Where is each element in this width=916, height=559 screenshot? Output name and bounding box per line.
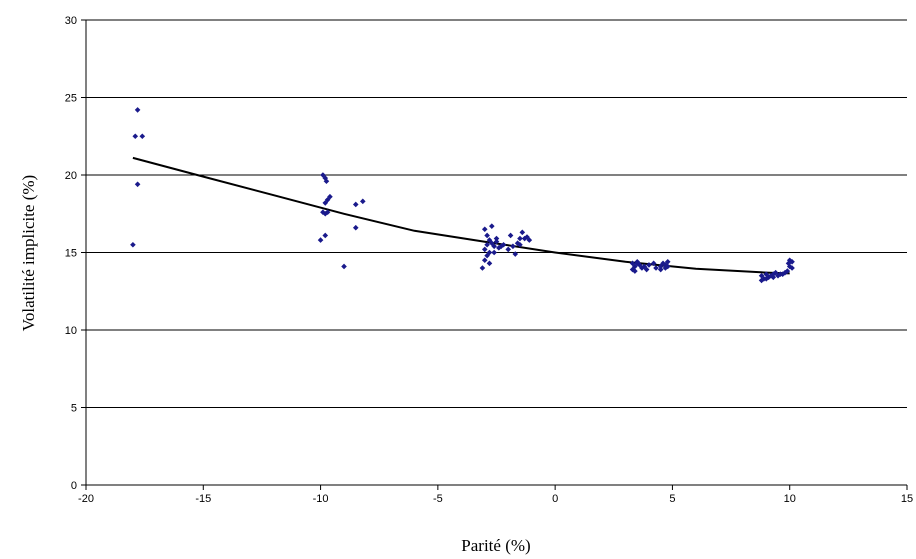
gridlines [86, 19, 907, 408]
data-point [322, 232, 329, 239]
data-point [479, 265, 486, 271]
x-tick-label: -10 [313, 493, 329, 505]
data-point [521, 235, 528, 242]
x-tick-labels: -20 -15 -10 -5 0 5 10 15 [78, 493, 913, 505]
y-tick-label: 30 [65, 15, 77, 27]
data-point [323, 178, 330, 184]
data-point [484, 252, 490, 259]
data-point [493, 238, 500, 245]
data-point [784, 268, 791, 274]
data-point [481, 226, 488, 233]
data-point [486, 260, 493, 267]
data-point [484, 232, 490, 239]
data-point [493, 235, 500, 242]
y-tick-labels: 0 5 10 15 20 25 30 [65, 15, 77, 492]
x-tick-label: 0 [552, 493, 558, 505]
x-tick-label: 15 [901, 493, 913, 505]
data-point [322, 175, 329, 181]
data-point [775, 272, 781, 279]
x-tick-label: -15 [195, 493, 211, 505]
data-point [758, 277, 765, 284]
data-point [779, 271, 786, 277]
data-points [130, 107, 795, 284]
axes [81, 19, 908, 490]
data-point [130, 241, 136, 248]
data-point [664, 263, 671, 270]
data-point [352, 224, 359, 231]
data-point [519, 229, 526, 236]
data-point [496, 245, 502, 251]
data-point [785, 260, 792, 267]
data-point [134, 181, 141, 188]
data-point [139, 133, 146, 140]
data-point [653, 265, 659, 271]
data-point [505, 246, 512, 253]
data-point [632, 268, 638, 274]
data-point [489, 223, 495, 229]
y-tick-label: 25 [65, 93, 77, 105]
data-point [481, 246, 488, 253]
x-tick-label: -5 [433, 493, 443, 505]
data-point [657, 266, 664, 273]
data-point [132, 133, 139, 140]
data-point [134, 107, 141, 113]
data-point [481, 257, 488, 264]
data-point [484, 241, 490, 248]
data-point [763, 276, 770, 282]
data-point [770, 274, 777, 281]
x-axis-title: Parité (%) [461, 536, 530, 555]
data-point [324, 197, 331, 203]
data-point [322, 200, 329, 206]
x-tick-label: 5 [669, 493, 675, 505]
data-point [327, 193, 333, 200]
data-point [507, 232, 514, 239]
data-point [491, 249, 497, 256]
y-tick-label: 5 [71, 403, 77, 415]
data-point [526, 237, 533, 243]
data-point [491, 243, 497, 250]
data-point [512, 251, 519, 257]
data-point [646, 262, 652, 268]
data-point [359, 198, 366, 205]
y-tick-label: 15 [65, 248, 77, 260]
trendline [132, 156, 790, 275]
data-point [650, 260, 657, 267]
data-point [517, 241, 523, 248]
data-point [352, 201, 359, 208]
data-point [317, 237, 324, 243]
x-tick-label: 10 [784, 493, 796, 505]
data-point [664, 259, 671, 265]
data-point [489, 240, 495, 246]
y-tick-label: 10 [65, 325, 77, 337]
data-point [510, 243, 516, 250]
trendline-group [132, 156, 790, 275]
x-tick-label: -20 [78, 493, 94, 505]
data-point [634, 260, 641, 267]
data-point [789, 265, 795, 271]
data-point [320, 209, 326, 215]
y-tick-label: 20 [65, 170, 77, 182]
y-tick-label: 0 [71, 480, 77, 492]
data-point [341, 263, 347, 270]
data-point [517, 235, 523, 242]
data-point [772, 269, 779, 276]
data-point [643, 266, 650, 273]
data-point [498, 243, 504, 250]
data-point [324, 209, 331, 215]
data-point [322, 210, 329, 217]
y-axis-title: Volatilité implicite (%) [19, 175, 38, 331]
